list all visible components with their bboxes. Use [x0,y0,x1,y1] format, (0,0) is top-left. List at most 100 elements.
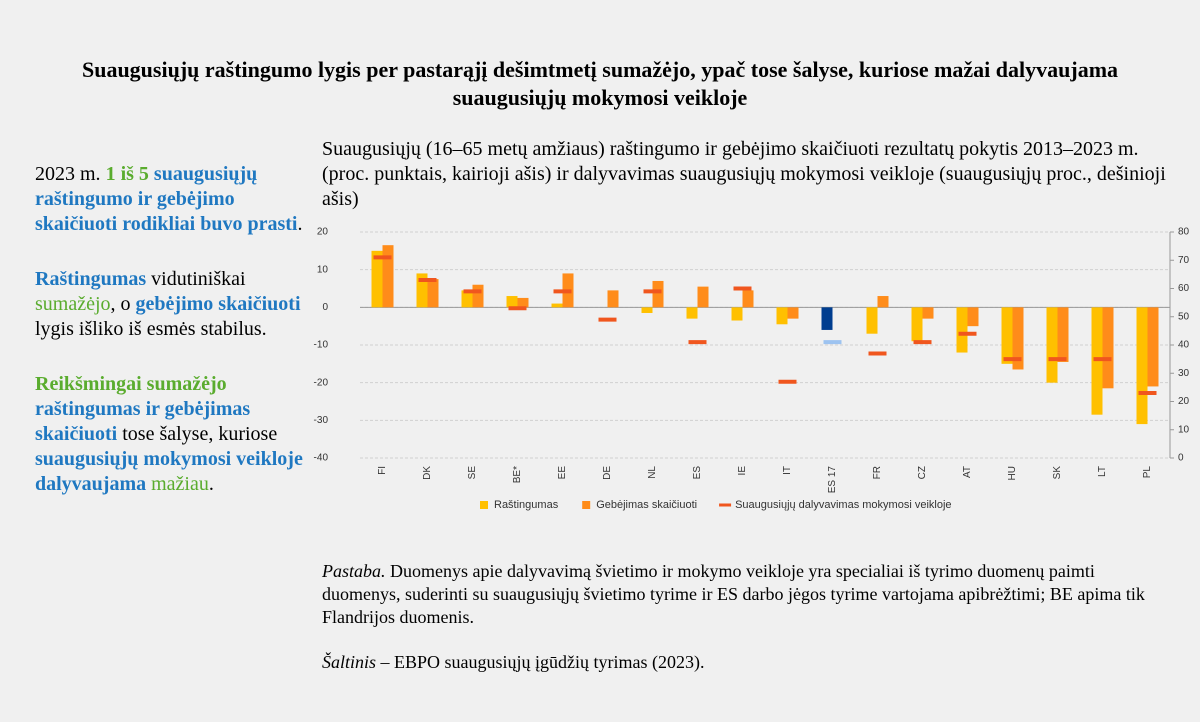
x-tick-label: DK [422,466,433,480]
bar [517,297,529,308]
y-tick-label: -20 [314,377,329,388]
x-tick-label: CZ [917,466,928,479]
bar [922,307,934,319]
y-tick-label: 10 [317,264,329,275]
bar [382,245,394,308]
x-tick-label: ES [692,466,703,480]
y2-tick-label: 70 [1178,255,1190,266]
bar [821,307,833,330]
bar [506,296,518,308]
x-tick-label: IE [737,466,748,476]
text: , o [110,293,136,315]
source: Šaltinis – EBPO suaugusiųjų įgūdžių tyri… [322,652,705,673]
text: suaugusiųjų mokymosi veikloje dalyvaujam… [35,448,303,495]
x-tick-label: SE [467,466,478,480]
bar [1147,307,1159,387]
y2-tick-label: 40 [1178,340,1190,351]
y2-tick-label: 60 [1178,283,1190,294]
x-tick-label: EE [557,466,568,480]
text: gebėjimo skaičiuoti [135,293,301,315]
x-tick-label: BE* [512,466,523,483]
y-tick-label: -30 [314,415,329,426]
bar [427,279,439,308]
text: tose šalyse, kuriose [117,423,278,445]
x-tick-label: DE [602,466,613,480]
text: lygis išliko iš esmės stabilus. [35,318,267,340]
bar [371,250,383,308]
bar [551,303,563,308]
bar [911,307,923,342]
bar [956,307,968,353]
y2-tick-label: 0 [1178,453,1184,464]
text: Pastaba. [322,561,386,581]
paragraph: Raštingumas vidutiniškai sumažėjo, o geb… [35,267,320,342]
bar [731,307,743,321]
chart-subtitle: Suaugusiųjų (16–65 metų amžiaus) rašting… [322,138,1166,210]
bar [1012,307,1024,370]
y2-tick-label: 50 [1178,311,1190,322]
text: Šaltinis [322,652,377,672]
bar [877,296,889,308]
bar [1136,307,1148,425]
legend-swatch [480,501,488,509]
text: vidutiniškai [146,268,246,290]
text: . [297,213,303,235]
bar [652,280,664,308]
bar [967,307,979,327]
bar [461,290,473,308]
x-tick-label: NL [647,466,658,479]
bar [787,307,799,319]
bar [776,307,788,325]
x-tick-label: HU [1007,466,1018,480]
legend-label: Raštingumas [494,499,559,511]
x-tick-label: IT [782,466,793,475]
text: 2023 m. [35,163,106,185]
y2-tick-label: 20 [1178,396,1190,407]
bar [416,273,428,308]
x-tick-label: SK [1052,466,1063,480]
x-tick-label: ES 17 [827,466,838,494]
text: suaugusiųjų raštingumo ir gebėjimo skaič… [35,163,298,235]
text: raštingumas ir gebėjimas skaičiuoti [35,398,251,445]
y2-tick-label: 10 [1178,424,1190,435]
x-tick-label: FR [872,466,883,479]
title: Suaugusiųjų raštingumo lygis per pastarą… [81,57,1119,110]
bar [641,307,653,313]
bar [1057,307,1069,362]
bar [742,290,754,308]
y2-tick-label: 80 [1178,227,1190,238]
text: 1 iš 5 [105,163,149,185]
bar [1046,307,1058,383]
text: . [208,473,214,495]
y-tick-label: 20 [317,227,329,238]
y-tick-label: 0 [322,302,328,313]
legend-label: Gebėjimas skaičiuoti [596,499,697,511]
paragraph: Reikšmingai sumažėjo raštingumas ir gebė… [35,372,320,497]
text: Raštingumas [35,268,147,290]
bar [1001,307,1013,364]
bar [1102,307,1114,389]
x-tick-label: AT [962,466,973,478]
bar [607,290,619,308]
text: sumažėjo [35,293,111,315]
sidebar: 2023 m. 1 iš 5 suaugusiųjų raštingumo ir… [35,162,320,527]
x-tick-label: PL [1142,466,1153,479]
bar [686,307,698,319]
bar [866,307,878,334]
text: mažiau [146,473,209,495]
paragraph: 2023 m. 1 iš 5 suaugusiųjų raštingumo ir… [35,162,320,237]
y-tick-label: -10 [314,340,329,351]
legend-label: Suaugusiųjų dalyvavimas mokymosi veikloj… [735,499,951,511]
y-tick-label: -40 [314,453,329,464]
y2-tick-label: 30 [1178,368,1190,379]
bar [472,284,484,308]
chart: -40 -30 -20 -10 0 10 20 0 10 20 30 40 50 60 70 80 FI DK SE… [314,227,1190,511]
x-tick-label: FI [377,466,388,475]
x-tick-label: LT [1097,466,1108,477]
note: Pastaba. Duomenys apie dalyvavimą švieti… [322,560,1162,629]
text: Reikšmingai sumažėjo [35,373,227,395]
text: Duomenys apie dalyvavimą švietimo ir mok… [322,561,1145,627]
legend-swatch [582,501,591,509]
bar [697,286,709,308]
